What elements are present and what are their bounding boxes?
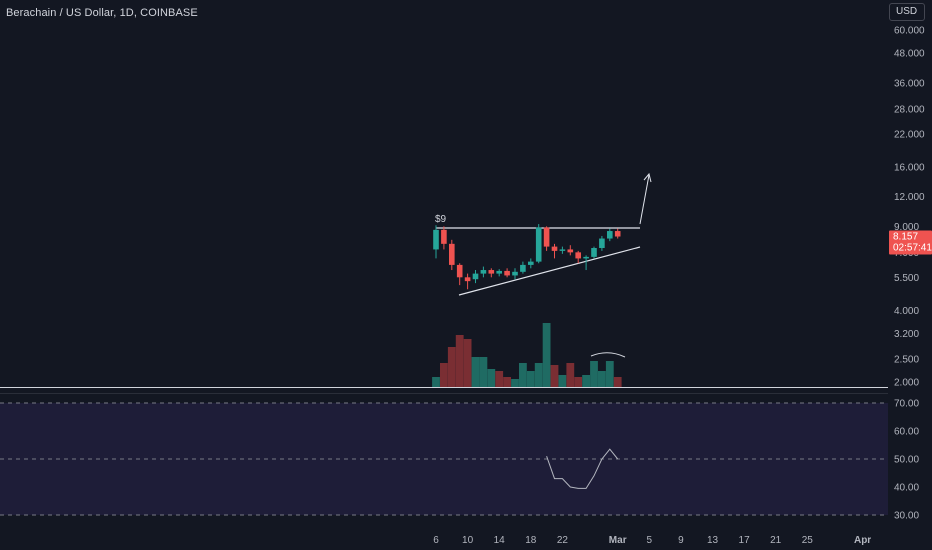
volume-bar[interactable]	[558, 375, 567, 387]
breakout-arrow-head	[643, 172, 652, 183]
candle-body[interactable]	[591, 248, 597, 257]
candle-body[interactable]	[551, 246, 558, 251]
volume-bar[interactable]	[495, 371, 504, 387]
ascending-support-line[interactable]	[458, 246, 641, 296]
price-axis-tick: 48.000	[894, 49, 925, 60]
candle-body[interactable]	[433, 229, 439, 250]
volume-bar[interactable]	[432, 377, 440, 387]
currency-button[interactable]: USD	[889, 3, 925, 21]
candle-body[interactable]	[599, 238, 605, 249]
volume-bar[interactable]	[605, 361, 614, 387]
last-price-value: 8.157	[893, 232, 918, 243]
volume-bar[interactable]	[566, 363, 575, 387]
price-axis-tick: 9.000	[894, 222, 919, 233]
candle-body[interactable]	[583, 256, 589, 259]
price-axis-tick: 28.000	[894, 104, 925, 115]
time-axis-tick: 9	[678, 535, 684, 546]
candle-body[interactable]	[496, 270, 502, 274]
price-axis-tick: 3.200	[894, 329, 919, 340]
candle-body[interactable]	[575, 252, 581, 259]
price-axis-tick: 4.000	[894, 306, 919, 317]
time-axis-tick: 10	[462, 535, 474, 546]
volume-bar[interactable]	[463, 339, 472, 387]
volume-bar[interactable]	[574, 377, 583, 387]
volume-bar[interactable]	[526, 371, 535, 387]
volume-bar[interactable]	[479, 357, 488, 387]
volume-bar[interactable]	[511, 379, 519, 387]
breakout-arrow[interactable]	[639, 174, 650, 225]
last-price-tag	[889, 230, 932, 255]
candle-body[interactable]	[449, 243, 455, 265]
candle-body[interactable]	[472, 273, 479, 280]
time-axis-tick: Apr	[854, 535, 871, 546]
time-axis-tick: 18	[525, 535, 537, 546]
volume-bar[interactable]	[440, 363, 448, 387]
rsi-axis-tick: 30.00	[894, 511, 919, 522]
candle-body[interactable]	[567, 249, 574, 253]
candle-body[interactable]	[607, 231, 613, 239]
candle-body[interactable]	[441, 229, 447, 244]
time-axis-tick: 22	[557, 535, 569, 546]
time-axis-tick: 5	[647, 535, 653, 546]
time-axis-tick: 21	[770, 535, 782, 546]
volume-bar[interactable]	[519, 363, 527, 387]
candle-body[interactable]	[614, 231, 621, 237]
symbol-title: Berachain / US Dollar, 1D, COINBASE	[6, 7, 198, 19]
candle-body[interactable]	[480, 270, 487, 274]
time-axis-tick: 13	[707, 535, 719, 546]
rsi-line[interactable]	[546, 448, 619, 489]
price-axis-tick: 2.000	[894, 378, 919, 389]
candle-body[interactable]	[543, 227, 550, 247]
rsi-axis-tick: 60.00	[894, 427, 919, 438]
time-axis-tick: 6	[433, 535, 439, 546]
price-axis-tick: 2.500	[894, 354, 919, 365]
time-axis-tick: 17	[739, 535, 751, 546]
candle-body[interactable]	[520, 264, 526, 272]
candle-body[interactable]	[464, 277, 471, 282]
price-axis-tick: 5.500	[894, 273, 919, 284]
time-axis-tick: 14	[494, 535, 506, 546]
rsi-axis-tick: 40.00	[894, 483, 919, 494]
candle-body[interactable]	[456, 264, 463, 278]
rsi-axis-tick: 50.00	[894, 455, 919, 466]
price-axis-tick: 16.000	[894, 162, 925, 173]
rsi-axis-tick: 70.00	[894, 399, 919, 410]
volume-arc	[590, 352, 626, 358]
candle-body[interactable]	[504, 270, 510, 276]
volume-bar[interactable]	[503, 377, 511, 387]
volume-bar[interactable]	[590, 361, 598, 387]
candle-body[interactable]	[488, 270, 495, 274]
candle-body[interactable]	[535, 227, 542, 262]
volume-bar[interactable]	[613, 377, 622, 387]
time-axis-tick: 25	[802, 535, 814, 546]
volume-bar[interactable]	[447, 347, 456, 387]
time-axis-tick: Mar	[609, 535, 627, 546]
volume-bar[interactable]	[550, 365, 559, 387]
volume-bar[interactable]	[455, 335, 464, 387]
price-axis-tick: 12.000	[894, 192, 925, 203]
volume-bar[interactable]	[542, 323, 551, 387]
candle-body[interactable]	[528, 261, 534, 265]
volume-bar[interactable]	[487, 369, 496, 387]
price-axis-tick: 36.000	[894, 78, 925, 89]
price-axis-tick: 60.000	[894, 26, 925, 37]
volume-bar[interactable]	[582, 375, 590, 387]
candle-body[interactable]	[559, 249, 566, 251]
bar-countdown: 02:57:41	[893, 243, 932, 254]
volume-bar[interactable]	[534, 363, 543, 387]
resistance-label: $9	[435, 214, 447, 225]
volume-bar[interactable]	[598, 371, 606, 387]
candle-body[interactable]	[512, 271, 518, 276]
price-axis-tick: 22.000	[894, 129, 925, 140]
volume-bar[interactable]	[471, 357, 480, 387]
